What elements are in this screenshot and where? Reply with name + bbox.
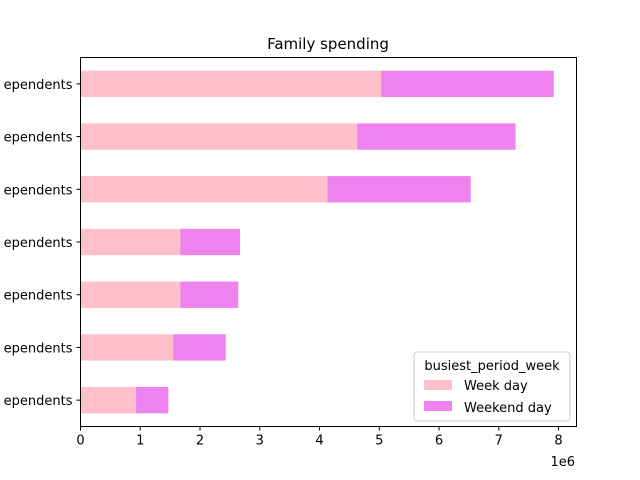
- x-tick-label-3: 3: [256, 434, 264, 449]
- x-tick-label-4: 4: [315, 434, 323, 449]
- bar-weekend-day-1: [173, 334, 226, 361]
- y-tick-label-1: ependents: [4, 341, 73, 356]
- legend: busiest_period_week Week day Weekend day: [413, 351, 571, 422]
- y-tick-label-5: ependents: [4, 131, 73, 146]
- bar-weekend-day-4: [327, 176, 471, 203]
- bar-weekend-day-3: [180, 228, 241, 256]
- bar-weekend-day-5: [357, 123, 516, 150]
- bar-week-day-6: [80, 70, 382, 98]
- bar-weekend-day-2: [180, 281, 239, 308]
- y-tick-label-3: ependents: [4, 236, 73, 251]
- x-tick-label-2: 2: [196, 434, 204, 449]
- legend-label-week-day: Week day: [464, 379, 528, 394]
- x-axis: 0 1 2 3 4 5 6 7 8: [76, 426, 563, 449]
- legend-swatch-week-day: [424, 380, 452, 390]
- y-tick-label-4: ependents: [4, 183, 73, 198]
- plot-frame: [80, 57, 577, 427]
- legend-label-weekend-day: Weekend day: [464, 401, 552, 416]
- legend-title: busiest_period_week: [424, 359, 560, 374]
- y-tick-label-6: ependents: [4, 78, 73, 93]
- y-tick-label-2: ependents: [4, 289, 73, 304]
- x-tick-label-7: 7: [495, 434, 503, 449]
- y-axis: ependents ependents ependents ependents epen…: [4, 78, 81, 409]
- bar-week-day-4: [80, 176, 328, 203]
- bar-week-day-3: [80, 228, 181, 256]
- y-tick-label-0: ependents: [4, 394, 73, 409]
- x-tick-label-5: 5: [375, 434, 383, 449]
- legend-box: [413, 351, 571, 422]
- bar-week-day-1: [80, 334, 174, 361]
- bars-layer: [80, 70, 554, 414]
- bar-week-day-5: [80, 123, 358, 150]
- x-tick-label-0: 0: [76, 434, 84, 449]
- x-tick-label-8: 8: [554, 434, 562, 449]
- x-tick-label-6: 6: [435, 434, 443, 449]
- chart-title: Family spending: [267, 35, 389, 53]
- x-tick-label-1: 1: [136, 434, 144, 449]
- bar-weekend-day-0: [136, 386, 169, 414]
- bar-week-day-0: [80, 386, 137, 414]
- bar-weekend-day-6: [381, 70, 554, 98]
- legend-swatch-weekend-day: [424, 401, 452, 411]
- x-scale-label: 1e6: [550, 455, 575, 470]
- bar-week-day-2: [80, 281, 181, 308]
